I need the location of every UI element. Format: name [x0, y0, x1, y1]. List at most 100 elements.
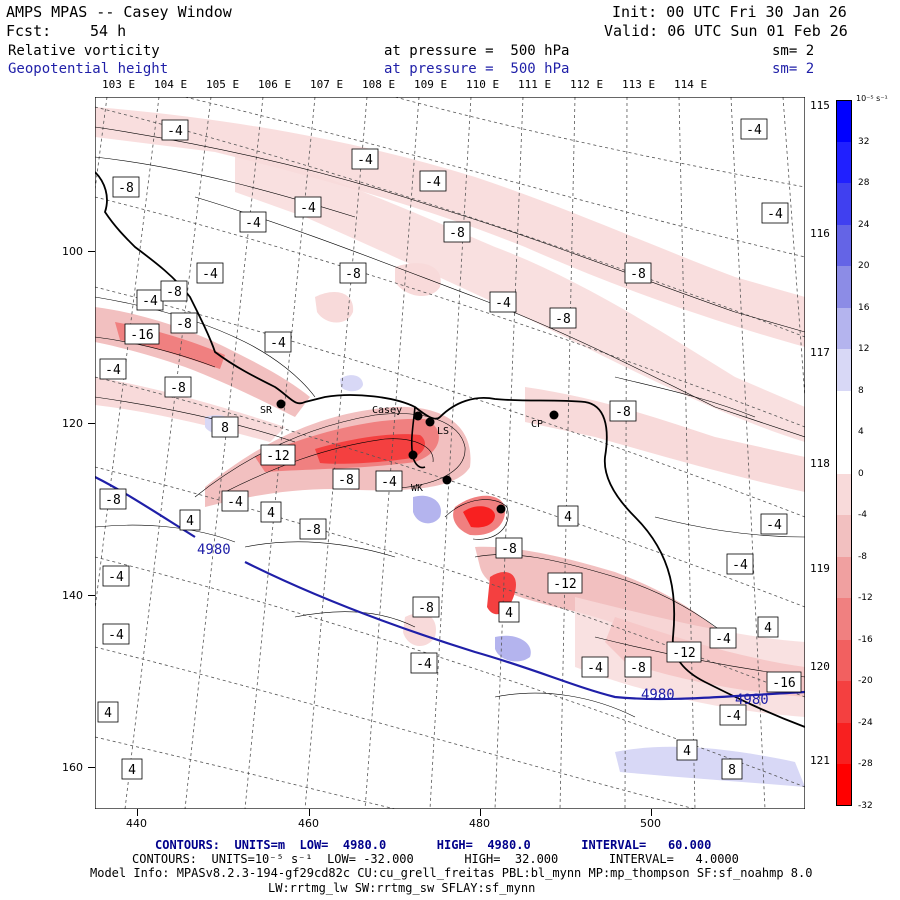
contour-label: 4: [564, 510, 572, 525]
contour-label: -4: [381, 475, 397, 490]
colorbar-tick-label: -8: [858, 551, 867, 562]
shade-band-north: [95, 107, 805, 347]
contour-label: -4: [105, 363, 121, 378]
station-label-wk: WK: [411, 483, 423, 494]
contour-label: 4: [186, 514, 194, 529]
contour-label: -4: [300, 201, 316, 216]
contour-label: -12: [672, 646, 695, 661]
x-tick-label: 440: [126, 817, 147, 830]
contour-label: -4: [167, 124, 183, 139]
contour-label: -4: [357, 153, 373, 168]
contour-label: -4: [142, 294, 158, 309]
colorbar-segment: [836, 307, 852, 350]
field1-name: Relative vorticity: [8, 43, 160, 59]
x-tick-label: 460: [298, 817, 319, 830]
contour-label: -8: [615, 405, 631, 420]
plot-title: AMPS MPAS -- Casey Window: [6, 3, 232, 21]
contour-label: -8: [449, 226, 465, 241]
height-label: 4980: [197, 542, 231, 558]
colorbar-tick-label: 32: [858, 136, 870, 147]
contour-label: -8: [166, 285, 182, 300]
station-dot-4: [442, 475, 452, 485]
colorbar-segment: [836, 390, 852, 433]
colorbar-tick-label: 20: [858, 261, 870, 272]
lon-label: 110 E: [466, 78, 500, 91]
colorbar-tick-label: 8: [858, 385, 864, 396]
contour-label: 4: [683, 744, 691, 759]
contour-label: 8: [728, 763, 736, 778]
colorbar-segment: [836, 183, 852, 226]
colorbar-segment: [836, 473, 852, 516]
contour-label: -8: [418, 601, 434, 616]
x-tick-label: 500: [640, 817, 661, 830]
contour-label: -4: [715, 632, 731, 647]
contour-label: 4: [267, 506, 275, 521]
colorbar-segment: [836, 432, 852, 475]
colorbar-segment: [836, 515, 852, 558]
blue-patch-2: [413, 495, 441, 524]
height-label: 4980: [735, 692, 769, 708]
footer-model-info-2: LW:rrtmg_lw SW:rrtmg_sw SFLAY:sf_mynn: [268, 881, 536, 895]
y-tick-label: 140: [62, 589, 83, 602]
colorbar-tick-label: 24: [858, 219, 870, 230]
station-label-casey: Casey: [372, 405, 402, 416]
station-dot-ls: [425, 417, 435, 427]
colorbar-segment: [836, 349, 852, 392]
y-tick-label: 120: [62, 417, 83, 430]
colorbar-border: [836, 100, 852, 806]
shade-wk-core: [463, 506, 495, 528]
height-label: 4980: [641, 687, 675, 703]
colorbar-tick-label: -12: [858, 593, 873, 604]
contour-label: -8: [345, 267, 361, 282]
colorbar-tick-label: -16: [858, 634, 873, 645]
colorbar-segment: [836, 722, 852, 765]
contour-label: -8: [338, 473, 354, 488]
colorbar-tick-label: 28: [858, 178, 870, 189]
contour-label: -4: [766, 518, 782, 533]
height-contour-4980-main: [244, 561, 805, 701]
colorbar-segment: [836, 224, 852, 267]
colorbar-segment: [836, 764, 852, 807]
colorbar-tick-label: 4: [858, 427, 864, 438]
station-dot-sr: [276, 399, 286, 409]
shade-casey-core: [315, 434, 425, 464]
contour-label: -8: [630, 267, 646, 282]
contour-label: -8: [170, 381, 186, 396]
contour-label: -8: [630, 661, 646, 676]
init-time: Init: 00 UTC Fri 30 Jan 26: [612, 3, 847, 21]
colorbar-tick-label: 16: [858, 302, 870, 313]
colorbar-tick-label: -32: [858, 801, 873, 811]
lon-label: 112 E: [570, 78, 604, 91]
contour-label: -8: [555, 312, 571, 327]
station-dot-wk: [408, 450, 418, 460]
contour-label-boxes: -4 -4 -4 -4 -4 -8 -4 -8 -4 -8 -4 -8 -8 -…: [97, 118, 802, 780]
contour-label: -4: [270, 336, 286, 351]
station-dot-casey: [413, 411, 423, 421]
lon-label: 114 E: [674, 78, 708, 91]
contour-label: -8: [118, 181, 134, 196]
lon-label: 103 E: [102, 78, 136, 91]
contour-label: -4: [767, 207, 783, 222]
vorticity-map: SR Casey LS WK CP -4 -4 -4 -4 -4 -8 -4 -…: [95, 97, 805, 809]
lon-label: 109 E: [414, 78, 448, 91]
contour-label: -8: [305, 523, 321, 538]
blue-patch-1: [340, 375, 363, 392]
colorbar-tick-label: 0: [858, 468, 864, 479]
lon-label: 108 E: [362, 78, 396, 91]
contour-label: -4: [746, 123, 762, 138]
contour-label: -4: [732, 558, 748, 573]
colorbar-tick-label: 12: [858, 344, 870, 355]
station-label-ls: LS: [437, 426, 449, 437]
contour-label: 4: [128, 763, 136, 778]
footer-contours-vorticity: CONTOURS: UNITS=10⁻⁵ s⁻¹ LOW= -32.000 HI…: [132, 852, 739, 866]
colorbar-tick-label: -24: [858, 717, 873, 728]
contour-label: 4: [505, 606, 513, 621]
footer-model-info: Model Info: MPASv8.2.3-194-gf29cd82c CU:…: [90, 866, 813, 880]
blue-patch-3: [495, 635, 531, 662]
vorticity-shading: [95, 107, 805, 717]
shade-small-3: [403, 613, 436, 647]
station-dot-cp: [549, 410, 559, 420]
contour-label: -8: [176, 317, 192, 332]
station-dot-5: [496, 504, 506, 514]
field1-level: at pressure = 500 hPa: [384, 43, 570, 59]
